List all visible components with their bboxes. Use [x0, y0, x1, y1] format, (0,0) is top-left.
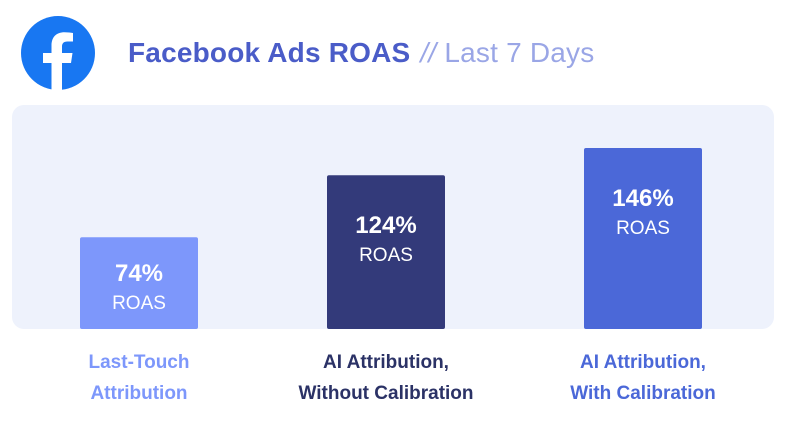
category-label-3-line-2: With Calibration	[570, 383, 716, 404]
bar-value-label-1: 74%	[115, 260, 163, 287]
header: Facebook Ads ROAS //Last 7 Days	[20, 15, 594, 91]
category-label-2-line-2: Without Calibration	[298, 383, 473, 404]
facebook-icon	[21, 16, 95, 91]
category-label-1-line-2: Attribution	[90, 383, 187, 404]
bar-unit-label-2: ROAS	[359, 245, 413, 266]
title-period: Last 7 Days	[444, 37, 595, 68]
bar-value-label-2: 124%	[355, 212, 416, 239]
title-separator: //	[420, 37, 437, 68]
bar-2	[327, 175, 445, 329]
category-label-1-line-1: Last-Touch	[89, 352, 190, 373]
bar-3	[584, 147, 702, 329]
bar-value-label-3: 146%	[612, 185, 673, 212]
bar-unit-label-1: ROAS	[112, 293, 166, 314]
chart-title: Facebook Ads ROAS //Last 7 Days	[128, 37, 594, 69]
bar-1	[80, 237, 198, 329]
category-label-2-line-1: AI Attribution,	[323, 352, 449, 373]
title-main: Facebook Ads ROAS	[128, 37, 411, 68]
bar-unit-label-3: ROAS	[616, 218, 670, 239]
category-label-3-line-1: AI Attribution,	[580, 352, 706, 373]
